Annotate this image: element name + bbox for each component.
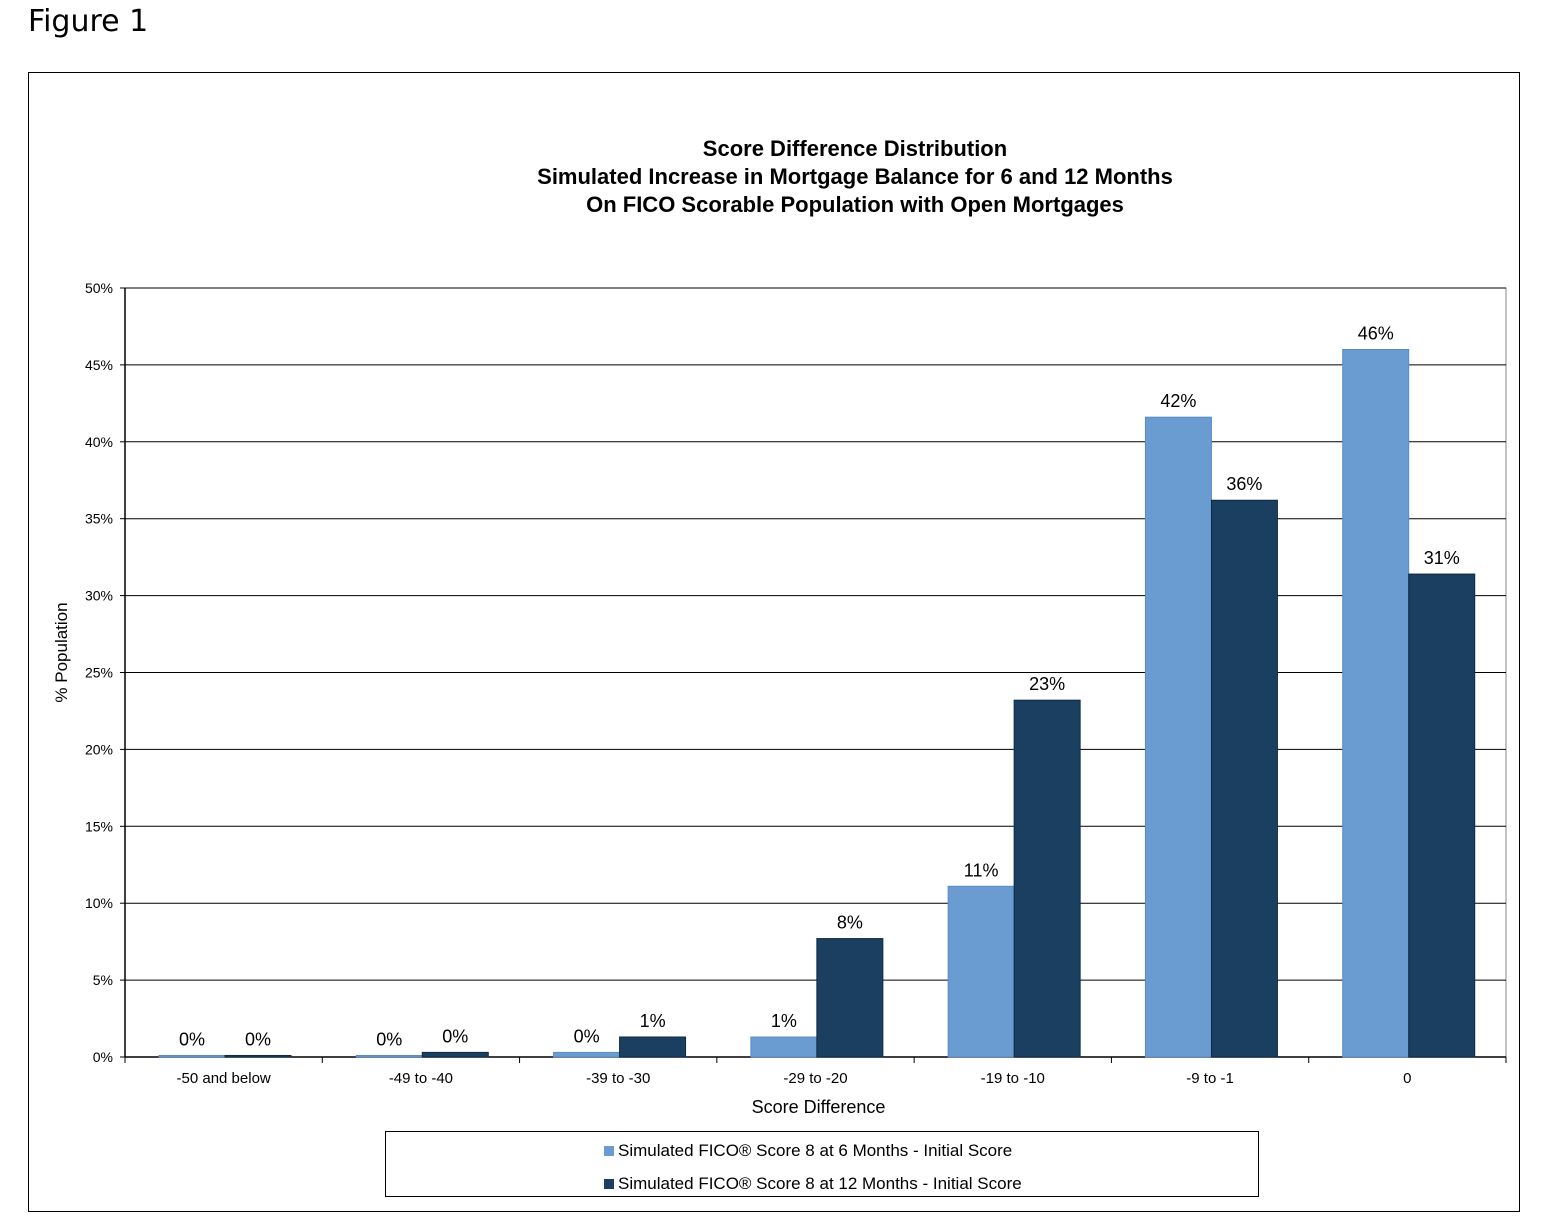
bar [619, 1036, 687, 1058]
bar [1408, 573, 1476, 1058]
bar [1342, 349, 1410, 1058]
y-tick-label: 25% [85, 665, 113, 681]
data-label: 1% [640, 1011, 666, 1031]
y-tick-label: 35% [85, 511, 113, 527]
data-label: 0% [574, 1026, 600, 1046]
data-label: 0% [245, 1029, 271, 1049]
data-label: 23% [1029, 674, 1065, 694]
y-tick-label: 5% [93, 972, 113, 988]
bar [750, 1036, 818, 1058]
bar [816, 938, 884, 1058]
bar [421, 1051, 489, 1058]
y-tick-label: 30% [85, 588, 113, 604]
data-label: 42% [1160, 391, 1196, 411]
data-label: 46% [1358, 324, 1394, 344]
bar [1013, 699, 1081, 1058]
bar [1210, 499, 1278, 1058]
legend: Simulated FICO® Score 8 at 6 Months - In… [385, 1131, 1259, 1197]
legend-swatch [604, 1179, 614, 1189]
legend-swatch [604, 1146, 614, 1156]
y-tick-label: 10% [85, 895, 113, 911]
data-label: 36% [1226, 474, 1262, 494]
x-tick-label: -9 to -1 [1186, 1070, 1234, 1087]
data-label: 1% [771, 1011, 797, 1031]
chart-title-line: Score Difference Distribution [703, 136, 1007, 161]
y-tick-label: 0% [93, 1049, 113, 1065]
bar [553, 1051, 621, 1058]
data-label: 0% [442, 1026, 468, 1046]
data-label: 0% [376, 1029, 402, 1049]
data-label: 8% [837, 913, 863, 933]
x-tick-label: -29 to -20 [783, 1070, 847, 1087]
y-tick-label: 20% [85, 741, 113, 757]
bar [158, 1054, 226, 1058]
y-tick-label: 50% [85, 280, 113, 296]
bar [947, 885, 1015, 1058]
chart-title-line: Simulated Increase in Mortgage Balance f… [537, 164, 1173, 189]
legend-label: Simulated FICO® Score 8 at 6 Months - In… [618, 1141, 1013, 1160]
chart-title-line: On FICO Scorable Population with Open Mo… [586, 192, 1124, 217]
y-axis-label: % Population [52, 602, 71, 702]
figure-label: Figure 1 [28, 4, 149, 39]
y-tick-label: 40% [85, 434, 113, 450]
x-tick-label: -49 to -40 [389, 1070, 453, 1087]
x-axis-label: Score Difference [752, 1097, 886, 1117]
data-label: 31% [1424, 548, 1460, 568]
x-tick-label: -50 and below [177, 1070, 271, 1087]
legend-item-6-months: Simulated FICO® Score 8 at 6 Months - In… [604, 1141, 1012, 1161]
bar [224, 1054, 292, 1058]
bar [355, 1054, 423, 1058]
y-tick-label: 45% [85, 357, 113, 373]
legend-item-12-months: Simulated FICO® Score 8 at 12 Months - I… [604, 1174, 1022, 1194]
data-label: 0% [179, 1029, 205, 1049]
x-tick-label: 0 [1403, 1070, 1411, 1087]
legend-label: Simulated FICO® Score 8 at 12 Months - I… [618, 1174, 1022, 1193]
bar [1144, 416, 1212, 1058]
chart-frame [28, 72, 1520, 1212]
data-label: 11% [964, 860, 999, 880]
x-tick-label: -39 to -30 [586, 1070, 650, 1087]
y-tick-label: 15% [85, 818, 113, 834]
x-tick-label: -19 to -10 [981, 1070, 1045, 1087]
